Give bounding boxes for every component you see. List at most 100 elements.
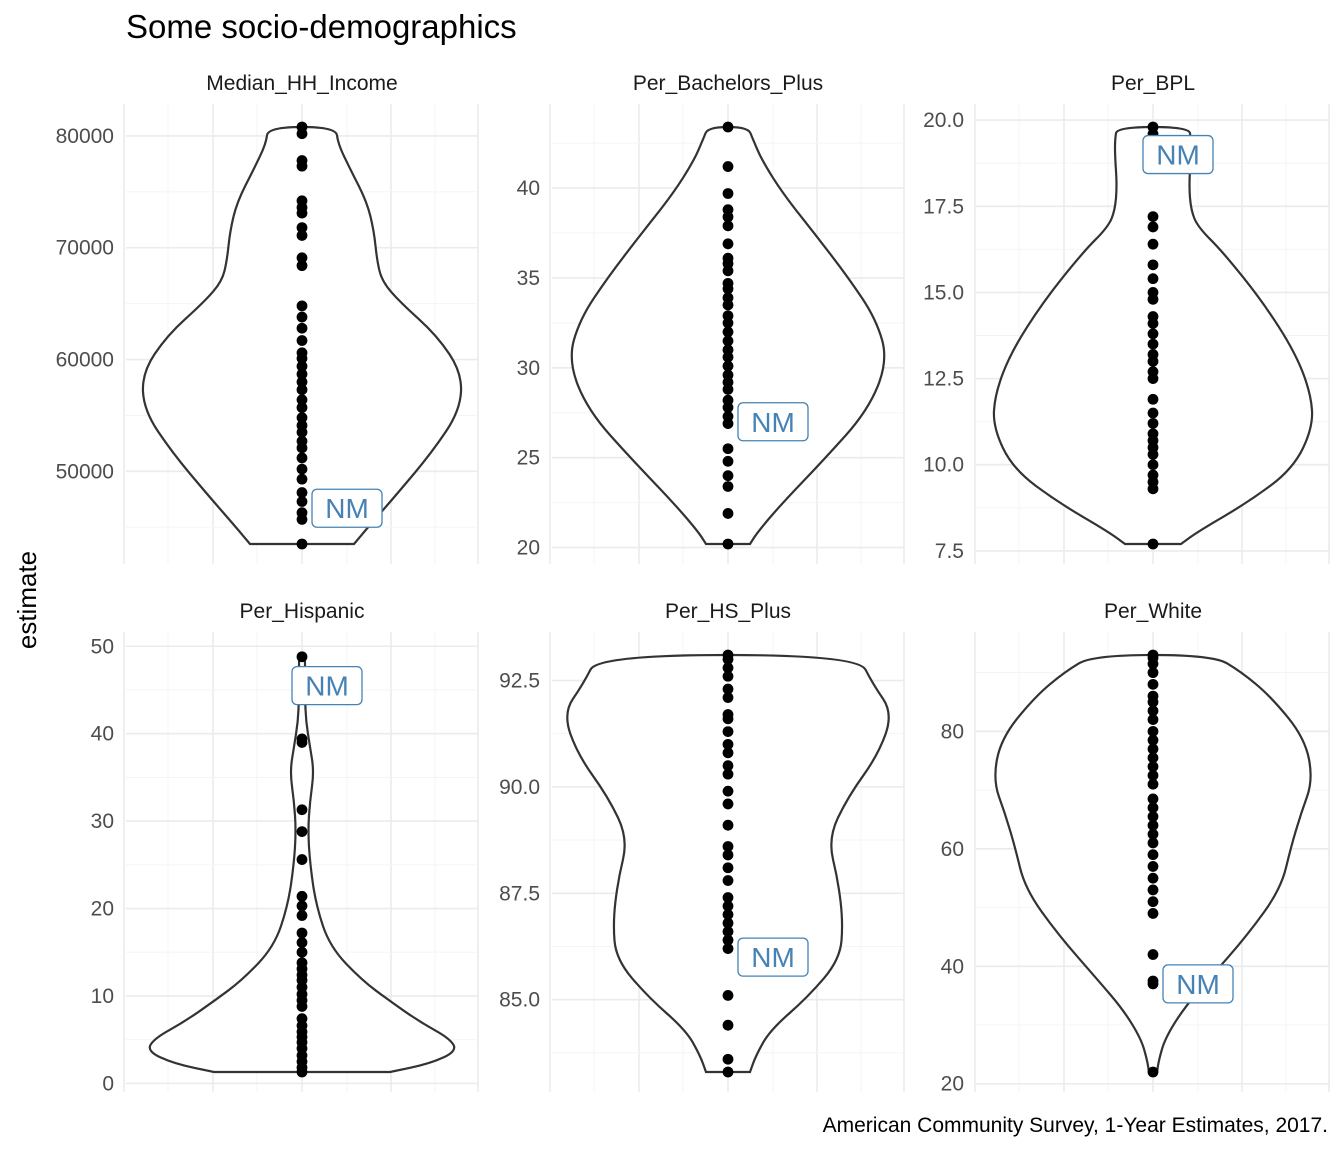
data-point <box>1147 287 1159 298</box>
data-point <box>1147 649 1159 661</box>
chart-caption: American Community Survey, 1-Year Estima… <box>823 1114 1328 1137</box>
facet-strip-label: Per_Bachelors_Plus <box>633 72 823 95</box>
y-tick-label: 7.5 <box>935 540 964 563</box>
data-point <box>296 937 308 949</box>
data-point <box>1147 338 1159 350</box>
data-point <box>1147 793 1159 805</box>
data-point <box>296 890 308 902</box>
data-point <box>1147 714 1159 726</box>
data-point <box>722 1066 734 1078</box>
data-point <box>722 335 734 347</box>
data-point <box>1147 1066 1159 1078</box>
data-point <box>296 435 308 447</box>
facet-strip-label: Per_Hispanic <box>240 600 365 623</box>
data-point <box>1147 734 1159 746</box>
data-point <box>296 230 308 241</box>
facet-panels: 50000600007000080000Median_HH_IncomeNM20… <box>56 72 1330 1096</box>
data-point <box>722 204 734 216</box>
data-point <box>1147 819 1159 831</box>
highlight-label-box <box>291 665 363 706</box>
data-point <box>722 934 734 946</box>
y-tick-label: 30 <box>517 357 540 380</box>
data-point <box>722 917 734 929</box>
data-point <box>1147 538 1159 550</box>
data-point <box>722 455 734 467</box>
data-point <box>1147 273 1159 285</box>
data-point <box>1147 667 1159 679</box>
y-tick-label: 60000 <box>56 349 114 372</box>
data-point <box>722 470 734 482</box>
y-tick-label: 60 <box>941 838 964 861</box>
data-point <box>722 394 734 406</box>
data-point <box>1147 743 1159 755</box>
data-point <box>722 709 734 720</box>
data-point <box>1147 328 1159 340</box>
data-point <box>722 277 734 289</box>
data-point <box>296 322 308 334</box>
data-point <box>722 292 734 304</box>
data-point <box>1147 949 1159 960</box>
y-tick-label: 15.0 <box>923 281 964 304</box>
data-point <box>296 368 308 380</box>
data-point <box>296 260 308 272</box>
data-point <box>1147 469 1159 481</box>
data-point <box>296 900 308 912</box>
highlight-label-box <box>737 937 809 977</box>
data-point <box>722 649 734 661</box>
facet-strip-label: Per_White <box>1104 600 1202 623</box>
y-tick-label: 17.5 <box>923 195 964 218</box>
facet-panel: 7.5 10.0 12.5 15.0 17.5 20.0 Per_BPL NM <box>923 72 1330 564</box>
data-point <box>1147 849 1159 861</box>
data-point <box>1147 121 1159 133</box>
y-tick-label: 35 <box>517 267 540 290</box>
data-point <box>722 670 734 682</box>
data-point <box>722 369 734 381</box>
data-point <box>296 496 308 507</box>
facet-panel: 0 10 20 30 40 50 Per_Hispanic NM <box>91 600 479 1095</box>
y-tick-label: 20 <box>517 537 540 560</box>
data-point <box>1147 259 1159 271</box>
data-point <box>296 402 308 414</box>
data-point <box>1147 690 1159 702</box>
chart-title: Some socio-demographics <box>126 8 517 45</box>
facet-panel: 20 40 60 80 Per_White NM <box>941 600 1330 1096</box>
data-point <box>722 538 734 550</box>
data-point <box>296 376 308 388</box>
data-point <box>1147 705 1159 717</box>
data-point <box>296 222 308 234</box>
y-tick-label: 20.0 <box>923 109 964 132</box>
data-point <box>722 1053 734 1065</box>
data-point <box>722 990 734 1001</box>
data-point <box>1147 349 1159 360</box>
y-tick-label: 40 <box>517 177 540 200</box>
data-point <box>1147 761 1159 772</box>
data-point <box>1147 872 1159 884</box>
y-tick-label: 80 <box>941 720 964 743</box>
facet-strip-label: Median_HH_Income <box>206 72 397 95</box>
highlight-label-box <box>1142 134 1214 175</box>
y-tick-label: 50000 <box>56 460 114 483</box>
data-point <box>296 347 308 359</box>
data-point <box>1147 211 1159 223</box>
data-point <box>296 957 308 969</box>
y-tick-label: 0 <box>102 1072 114 1095</box>
data-point <box>722 1019 734 1031</box>
data-point <box>1147 752 1159 764</box>
data-point <box>722 188 734 199</box>
highlight-label-text: NM <box>751 942 795 973</box>
data-point <box>1147 407 1159 419</box>
data-point <box>722 238 734 250</box>
data-point <box>296 507 308 519</box>
data-point <box>722 310 734 322</box>
facet-panel: 20 25 30 35 40 Per_Bachelors_Plus NM <box>517 72 905 564</box>
data-point <box>296 1013 308 1025</box>
data-point <box>722 326 734 338</box>
data-point <box>1147 238 1159 250</box>
data-point <box>722 892 734 903</box>
data-point <box>722 738 734 750</box>
data-point <box>1147 884 1159 896</box>
data-point <box>722 875 734 886</box>
facet-panel: 85.0 87.5 90.0 92.5 Per_HS_Plus NM <box>499 600 905 1092</box>
data-point <box>722 344 734 356</box>
